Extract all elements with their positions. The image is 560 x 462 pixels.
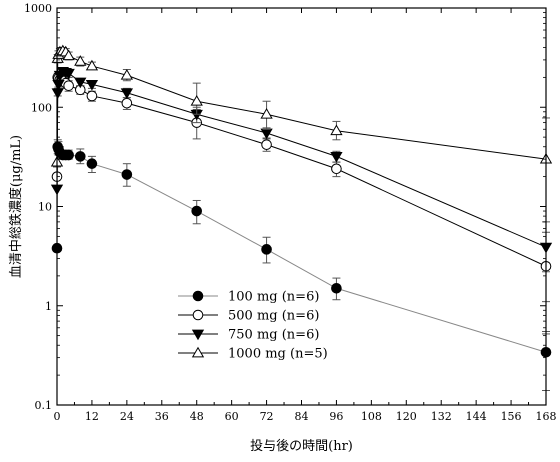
x-axis-title: 投与後の時間(hr) bbox=[250, 438, 353, 454]
y-tick-label: 1000 bbox=[24, 2, 52, 15]
legend-label: 500 mg (n=6) bbox=[228, 309, 319, 324]
data-point bbox=[85, 80, 99, 91]
x-tick-label: 0 bbox=[54, 410, 61, 423]
x-tick-label: 24 bbox=[120, 410, 134, 423]
legend-marker bbox=[191, 329, 205, 341]
legend-label: 1000 mg (n=5) bbox=[228, 347, 328, 362]
x-tick-label: 132 bbox=[431, 410, 452, 423]
x-tick-label: 12 bbox=[85, 410, 99, 423]
x-tick-label: 48 bbox=[190, 410, 204, 423]
legend-item: 750 mg (n=6) bbox=[178, 328, 319, 343]
y-tick-label: 0.1 bbox=[35, 399, 53, 412]
data-point bbox=[62, 68, 75, 80]
data-point bbox=[52, 80, 65, 91]
axes-layer: 0 12 24 36 48 60 72 84 96 108 120 132 144 156 168 0.1 1 1… bbox=[24, 2, 557, 423]
data-point bbox=[120, 68, 134, 80]
data-point bbox=[331, 282, 342, 294]
data-point bbox=[331, 163, 342, 175]
x-tick-label: 120 bbox=[396, 410, 417, 423]
data-point bbox=[74, 55, 87, 66]
legend-marker bbox=[192, 290, 204, 302]
y-tick-label: 100 bbox=[31, 101, 52, 114]
data-point bbox=[62, 49, 75, 61]
data-point bbox=[330, 124, 343, 136]
y-axis-title: 血清中総鉄濃度(μg/mL) bbox=[8, 135, 24, 278]
data-point bbox=[191, 205, 203, 217]
data-point bbox=[121, 97, 133, 109]
y-tick-label: 1 bbox=[45, 300, 52, 313]
series-1 bbox=[51, 72, 552, 303]
legend-item: 100 mg (n=6) bbox=[178, 290, 319, 305]
x-tick-label: 96 bbox=[329, 410, 343, 423]
data-point bbox=[74, 151, 86, 162]
legend-label: 100 mg (n=6) bbox=[228, 290, 319, 305]
legend-item: 500 mg (n=6) bbox=[178, 309, 319, 324]
y-tick-label: 10 bbox=[38, 201, 52, 214]
data-point bbox=[63, 80, 74, 91]
data-point bbox=[85, 59, 99, 71]
legend-item: 1000 mg (n=5) bbox=[178, 347, 328, 362]
data-point bbox=[86, 90, 98, 102]
data-point bbox=[260, 107, 273, 119]
legend-marker bbox=[191, 346, 205, 358]
data-point bbox=[261, 139, 272, 150]
x-tick-label: 72 bbox=[260, 410, 274, 423]
x-tick-label: 60 bbox=[225, 410, 239, 423]
x-tick-label: 84 bbox=[295, 410, 309, 423]
x-tick-label: 108 bbox=[361, 410, 382, 423]
x-tick-label: 168 bbox=[536, 410, 557, 423]
x-tick-label: 156 bbox=[501, 410, 522, 423]
data-point bbox=[121, 169, 133, 180]
x-tick-label: 144 bbox=[466, 410, 487, 423]
plot-frame bbox=[56, 7, 547, 406]
data-point bbox=[120, 88, 134, 100]
data-point bbox=[190, 94, 203, 106]
legend: 100 mg (n=6) 500 mg (n=6) 750 mg (n=6) 1000… bbox=[178, 290, 328, 362]
legend-label: 750 mg (n=6) bbox=[228, 328, 319, 343]
data-point bbox=[330, 152, 343, 163]
data-point bbox=[63, 149, 74, 161]
data-point bbox=[86, 158, 98, 169]
data-point bbox=[74, 77, 87, 89]
data-point bbox=[261, 244, 272, 255]
x-tick-label: 36 bbox=[155, 410, 169, 423]
legend-marker bbox=[192, 309, 204, 321]
